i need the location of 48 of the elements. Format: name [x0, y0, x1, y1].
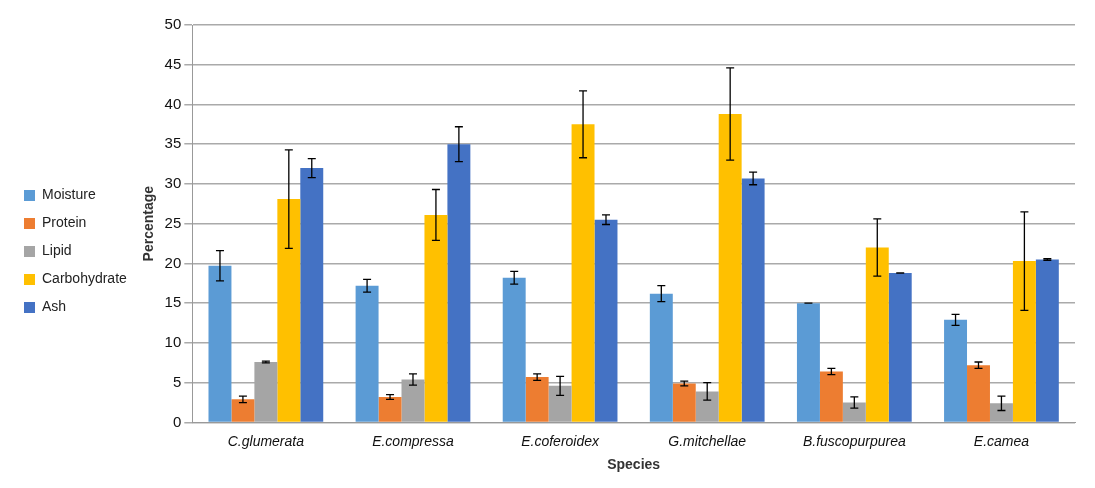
- y-tick-label: 20: [164, 253, 182, 271]
- bar: [944, 319, 968, 422]
- bar: [888, 272, 912, 422]
- bar: [649, 293, 673, 422]
- y-axis-title: Percentage: [140, 185, 157, 262]
- bar: [378, 396, 402, 422]
- bar: [672, 383, 696, 422]
- bar: [819, 371, 843, 422]
- y-tick-label: 40: [164, 94, 182, 112]
- x-tick-label: E.coferoidex: [521, 432, 600, 449]
- legend-label: Ash: [42, 298, 67, 315]
- bar: [424, 214, 448, 422]
- y-tick-label: 25: [164, 213, 182, 231]
- bar: [300, 168, 324, 422]
- bar: [502, 277, 526, 422]
- bar: [967, 365, 990, 422]
- legend-label: Carbohydrate: [42, 270, 128, 287]
- y-tick-label: 10: [164, 333, 182, 351]
- bar: [355, 285, 379, 422]
- bar: [594, 219, 618, 422]
- bar: [741, 178, 765, 422]
- legend-label: Protein: [42, 214, 87, 231]
- bar: [865, 247, 889, 422]
- y-tick-label: 5: [172, 372, 182, 390]
- bar: [277, 199, 301, 422]
- y-tick-label: 30: [164, 174, 182, 192]
- bar: [208, 265, 232, 422]
- x-axis-title: Species: [607, 456, 661, 473]
- bar: [1035, 259, 1059, 422]
- x-tick-label: B.fuscopurpurea: [802, 432, 906, 449]
- legend-label: Moisture: [42, 186, 96, 203]
- y-tick-label: 45: [164, 54, 182, 72]
- bar: [447, 144, 471, 422]
- bar: [796, 303, 820, 422]
- bar: [718, 114, 742, 422]
- legend-label: Lipid: [42, 242, 72, 259]
- y-tick-label: 35: [164, 134, 182, 152]
- x-tick-label: E.camea: [973, 432, 1030, 449]
- y-tick-label: 50: [164, 15, 182, 33]
- y-tick-label: 0: [172, 412, 182, 430]
- x-tick-label: E.compressa: [372, 432, 455, 449]
- bar: [571, 124, 595, 422]
- bar: [231, 399, 255, 422]
- x-tick-label: C.glumerata: [227, 432, 305, 449]
- bar: [1012, 261, 1036, 422]
- y-tick-label: 15: [164, 293, 182, 311]
- x-tick-label: G.mitchellae: [668, 432, 747, 449]
- bar: [525, 377, 549, 422]
